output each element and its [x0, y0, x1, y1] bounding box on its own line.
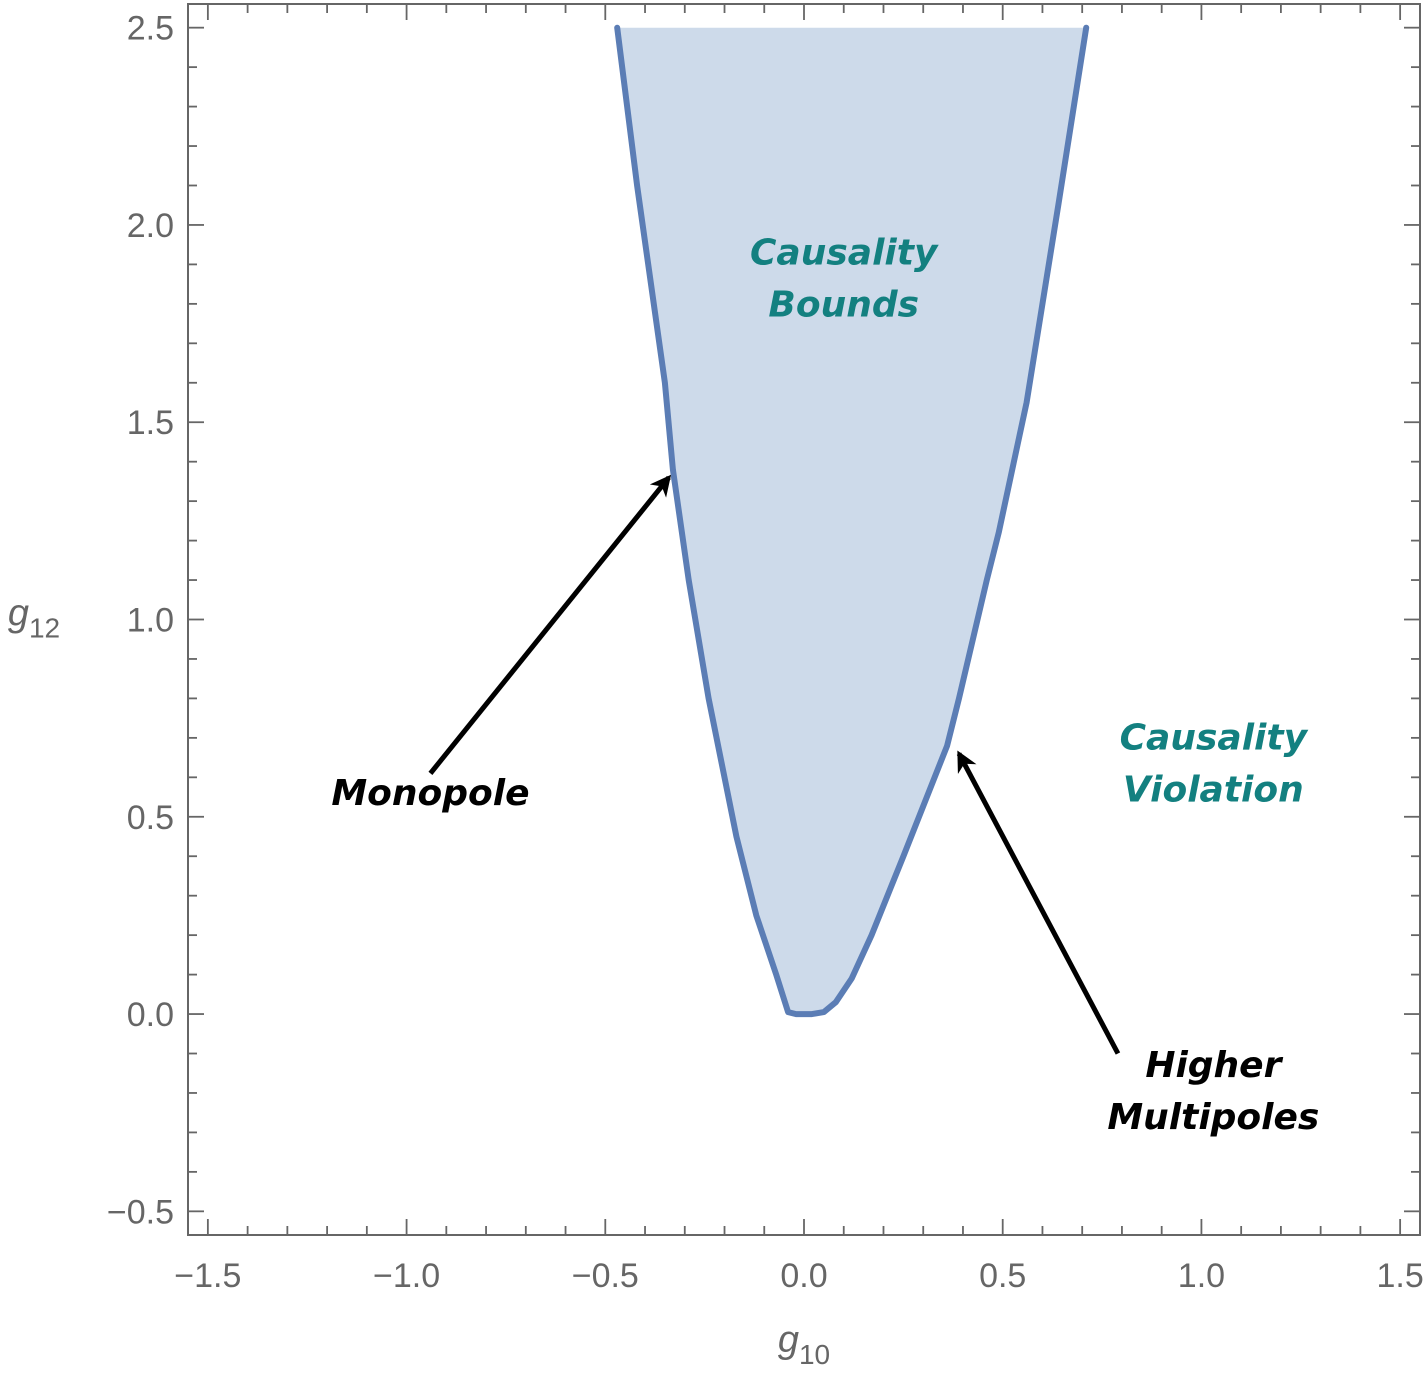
- y-tick-label: 2.5: [127, 10, 174, 48]
- x-tick-label: 0.5: [979, 1257, 1026, 1295]
- region-label-bounds: Causality: [750, 232, 939, 273]
- axis-ticks: [188, 4, 1420, 1235]
- higher-multipoles-label: Higher: [1145, 1045, 1283, 1086]
- y-tick-label: 1.5: [127, 404, 174, 442]
- allowed-region-boundary: [614, 24, 1090, 1018]
- x-tick-label: 1.0: [1178, 1257, 1225, 1295]
- x-tick-label: −1.0: [373, 1257, 440, 1295]
- x-tick-label: 0.0: [780, 1257, 827, 1295]
- labels: −1.5 −1.0 −0.5 0.0 0.5 1.0 1.5 −0.5 0.0 0.5 1.0 1.5…: [8, 10, 1424, 1370]
- y-tick-label: 0.5: [127, 799, 174, 837]
- plot-area: [614, 24, 1090, 1018]
- higher-multipoles-label: Multipoles: [1107, 1097, 1319, 1138]
- region-label-violation: Causality: [1120, 718, 1309, 759]
- y-tick-label: 0.0: [127, 996, 174, 1034]
- monopole-label: Monopole: [331, 773, 529, 814]
- y-tick-label: 1.0: [127, 602, 174, 640]
- x-tick-label: −0.5: [572, 1257, 639, 1295]
- y-tick-label: −0.5: [107, 1193, 174, 1231]
- region-label-violation: Violation: [1123, 770, 1304, 811]
- x-tick-label: −1.5: [174, 1257, 241, 1295]
- y-tick-label: 2.0: [127, 207, 174, 245]
- allowed-region-fill: [617, 27, 1087, 1015]
- region-label-bounds: Bounds: [768, 284, 919, 325]
- x-axis-label: g10: [778, 1319, 830, 1370]
- monopole-arrow: [428, 474, 672, 775]
- higher-multipoles-arrow: [956, 750, 1121, 1055]
- y-axis-label: g12: [8, 593, 60, 644]
- x-tick-label: 1.5: [1376, 1257, 1423, 1295]
